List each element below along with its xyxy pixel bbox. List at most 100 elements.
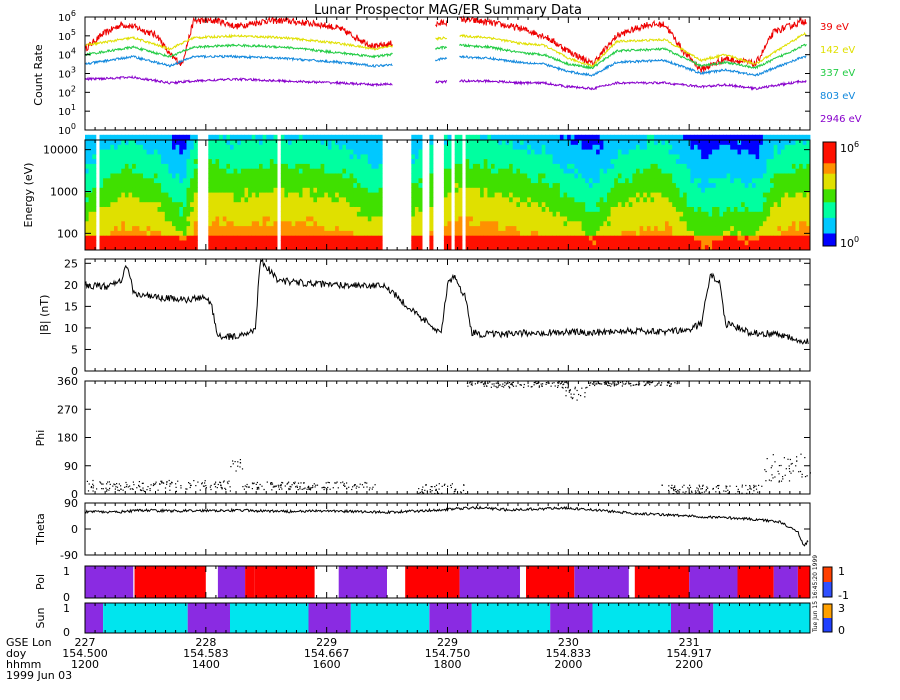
spectrogram-cell [657,163,662,169]
spectrogram-cell [578,173,582,179]
spectrogram-cell [418,230,423,236]
spectrogram-cell [186,244,191,250]
spectrogram-cell [759,177,764,184]
spectrogram-cell [240,235,245,241]
colorbar-segment [823,233,836,237]
spectrogram-cell [607,177,611,184]
spectrogram-cell [806,168,811,174]
spectrogram-cell [679,158,684,164]
spectrogram-cell [244,134,249,140]
spectrogram-cell [99,139,104,145]
spectrogram-cell [701,211,706,217]
spectrogram-cell [599,134,604,140]
spectrogram-cell [701,235,706,241]
spectrogram-cell [799,220,804,227]
spectrogram-cell [683,211,688,217]
spectrogram-cell [708,244,713,250]
spectrogram-cell [494,158,499,164]
spectrogram-cell [643,230,648,236]
spectrogram-cell [668,192,673,198]
spectrogram-cell [172,158,176,164]
spectrogram-cell [538,230,543,236]
spectrogram-cell [143,187,147,193]
spectrogram-cell [143,211,147,217]
spectrogram-cell [266,177,271,184]
spectrogram-cell [690,163,695,169]
spectrogram-cell [733,216,738,222]
spectrogram-cell [752,206,756,212]
spectrogram-cell [302,244,307,250]
spectrogram-cell [777,211,782,217]
spectrogram-cell [527,144,532,150]
spectrogram-cell [556,216,561,222]
spectrogram-cell [719,211,724,217]
spectrogram-cell [752,168,756,174]
phi-point [215,481,217,483]
spectrogram-cell [128,149,133,155]
spectrogram-cell [92,158,97,164]
spectrogram-cell [121,235,126,241]
spectrogram-cell [534,158,539,164]
spectrogram-cell [614,139,619,145]
spectrogram-cell [447,182,452,188]
spectrogram-cell [255,163,260,169]
spectrogram-cell [494,187,499,193]
spectrogram-cell [327,220,332,227]
spectrogram-cell [599,235,604,241]
spectrogram-cell [614,240,619,246]
spectrogram-cell [570,197,575,203]
spectrogram-cell [762,163,767,169]
spectrogram-cell [661,149,666,155]
spectrogram-cell [443,206,448,212]
spectrogram-cell [661,230,666,236]
spectrogram-cell [135,244,140,250]
spectrogram-cell [153,201,158,207]
spectrogram-cell [683,168,688,174]
spectrogram-cell [309,187,314,193]
spectrogram-cell [538,240,543,246]
spectrogram-cell [523,177,528,184]
spectrogram-cell [704,216,709,222]
spectrogram-cell [469,192,474,198]
spectrogram-cell [443,149,448,155]
spectrogram-cell [146,240,151,246]
spectrogram-cell [251,168,256,174]
spectrogram-cell [186,139,191,145]
spectrogram-cell [172,139,176,145]
spectrogram-cell [302,163,307,169]
spectrogram-cell [719,206,724,212]
spectrogram-cell [509,158,514,164]
spectrogram-cell [317,134,321,140]
spectrogram-cell [88,139,93,145]
spectrogram-cell [701,192,706,198]
spectrogram-cell [447,240,452,246]
spectrogram-cell [356,163,361,169]
spectrogram-cell [567,158,572,164]
phi-point [115,486,117,488]
spectrogram-cell [552,211,557,217]
spectrogram-cell [230,182,234,188]
spectrogram-cell [208,139,213,145]
spectrogram-cell [211,206,216,212]
spectrogram-cell [110,201,115,207]
spectrogram-cell [208,158,213,164]
spectrogram-cell [132,149,137,155]
phi-point [117,489,119,491]
spectrogram-cell [338,144,343,150]
spectrogram-cell [712,240,717,246]
spectrogram-cell [143,235,147,241]
spectrogram-cell [215,211,220,217]
spectrogram-cell [621,153,626,160]
spectrogram-cell [110,244,115,250]
spectrogram-cell [654,192,659,198]
spectrogram-cell [480,177,485,184]
spectrogram-cell [215,220,220,227]
spectrogram-cell [317,225,321,231]
spectrogram-cell [690,158,695,164]
spectrogram-cell [255,134,260,140]
spectrogram-cell [748,149,753,155]
spectrogram-cell [273,235,278,241]
spectrogram-cell [491,144,495,150]
spectrogram-cell [237,177,242,184]
spectrogram-cell [193,220,198,227]
